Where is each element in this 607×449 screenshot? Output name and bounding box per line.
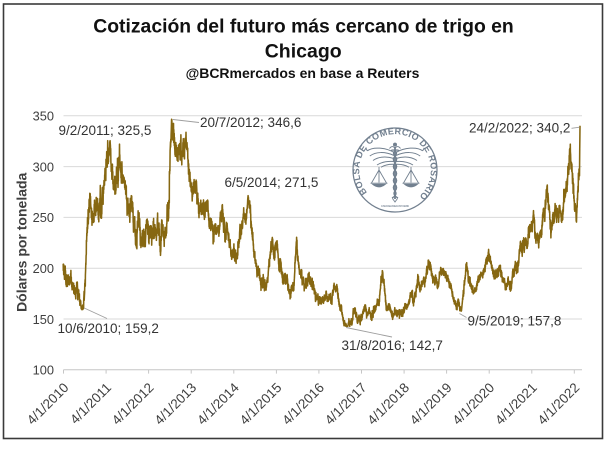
svg-text:Chicago: Chicago bbox=[265, 41, 342, 63]
svg-text:Dólares por tonelada: Dólares por tonelada bbox=[13, 172, 29, 311]
svg-text:200: 200 bbox=[33, 261, 54, 276]
svg-text:100: 100 bbox=[33, 363, 54, 378]
svg-text:150: 150 bbox=[33, 312, 54, 327]
svg-text:24/2/2022; 340,2: 24/2/2022; 340,2 bbox=[469, 121, 570, 136]
svg-text:6/5/2014; 271,5: 6/5/2014; 271,5 bbox=[225, 175, 319, 190]
svg-text:FUNDADA EL 18 DE AGOSTO DE 188: FUNDADA EL 18 DE AGOSTO DE 1884 bbox=[381, 205, 410, 208]
svg-text:350: 350 bbox=[33, 109, 54, 124]
svg-text:10/6/2010; 159,2: 10/6/2010; 159,2 bbox=[58, 321, 159, 336]
svg-text:250: 250 bbox=[33, 210, 54, 225]
svg-text:31/8/2016; 142,7: 31/8/2016; 142,7 bbox=[342, 338, 443, 353]
svg-text:Cotización del futuro más cerc: Cotización del futuro más cercano de tri… bbox=[93, 16, 514, 38]
svg-text:300: 300 bbox=[33, 159, 54, 174]
svg-text:20/7/2012; 346,6: 20/7/2012; 346,6 bbox=[200, 115, 301, 130]
svg-text:@BCRmercados en base a Reuters: @BCRmercados en base a Reuters bbox=[186, 65, 420, 81]
svg-text:9/2/2011; 325,5: 9/2/2011; 325,5 bbox=[59, 123, 152, 138]
svg-text:9/5/2019; 157,8: 9/5/2019; 157,8 bbox=[468, 314, 562, 329]
